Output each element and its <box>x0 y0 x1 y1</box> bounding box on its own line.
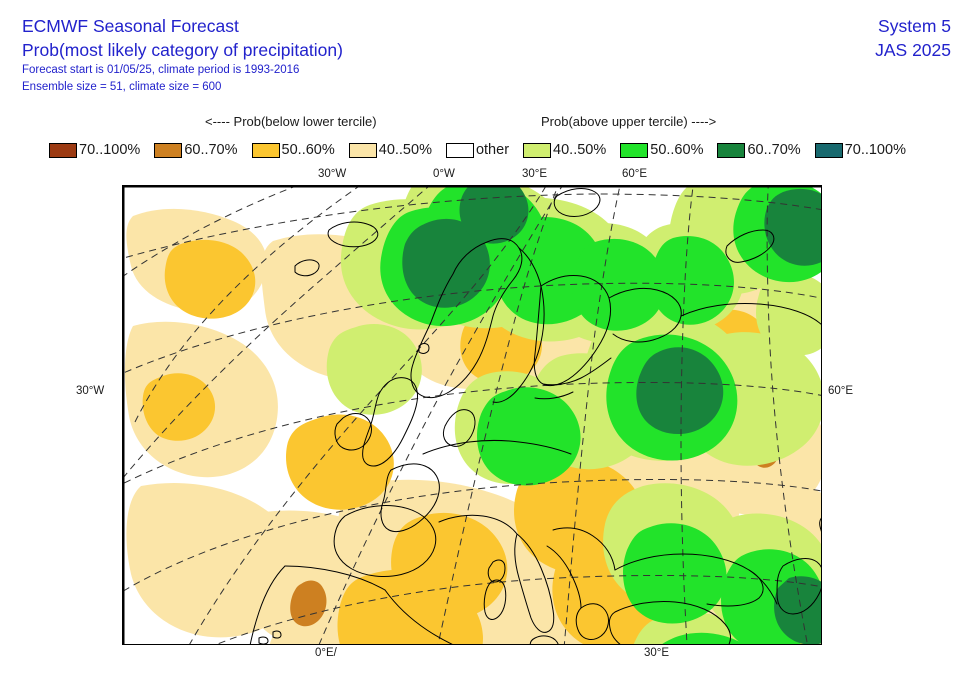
forecast-map: 30°W 0°W 30°E 60°E 0°E/30°E 30°W 60°E <box>76 168 853 659</box>
axis-top-3: 60°E <box>622 168 648 180</box>
legend-swatch-2 <box>251 142 280 158</box>
legend-swatch-6 <box>620 142 649 158</box>
legend-captions: <---- Prob(below lower tercile) Prob(abo… <box>0 112 969 134</box>
legend-caption-below-tercile: <---- Prob(below lower tercile) <box>205 114 377 129</box>
shading-wet-60-70 <box>402 186 821 644</box>
axis-left-0: 30°W <box>76 385 105 397</box>
header-right-block: System 5 JAS 2025 <box>875 14 951 62</box>
legend-label-6: 50..60% <box>650 142 704 158</box>
axis-bottom-1: 30°E <box>644 647 670 659</box>
ensemble-size-info: Ensemble size = 51, climate size = 600 <box>22 81 222 93</box>
legend-label-2: 50..60% <box>281 142 335 158</box>
legend-label-4: other <box>475 142 510 158</box>
legend-label-1: 60..70% <box>184 142 238 158</box>
legend-swatch-3 <box>348 142 377 158</box>
axis-bottom-0: 0°E/ <box>315 647 337 659</box>
map-border <box>123 186 821 644</box>
legend-item-7: 60..70% <box>717 142 814 158</box>
map-canvas <box>123 186 821 644</box>
legend-swatch-5 <box>523 142 552 158</box>
legend-swatch-1 <box>154 142 183 158</box>
legend: <---- Prob(below lower tercile) Prob(abo… <box>0 112 969 172</box>
axis-right-0: 60°E <box>828 385 854 397</box>
forecast-title-line1: ECMWF Seasonal Forecast <box>22 16 239 36</box>
legend-label-7: 60..70% <box>747 142 801 158</box>
forecast-title-line2: Prob(most likely category of precipitati… <box>22 40 343 60</box>
graticule <box>123 186 821 644</box>
legend-label-8: 70..100% <box>844 142 906 158</box>
legend-item-4: other <box>445 142 523 158</box>
legend-swatch-row: 70..100% 60..70% 50..60% 40..50% other 40..50… <box>0 142 969 158</box>
legend-label-5: 40..50% <box>553 142 607 158</box>
axis-top-2: 30°E <box>522 168 548 180</box>
legend-item-8: 70..100% <box>814 142 920 158</box>
legend-item-1: 60..70% <box>154 142 251 158</box>
axis-top-0: 30°W <box>318 168 347 180</box>
legend-item-6: 50..60% <box>620 142 717 158</box>
legend-swatch-0 <box>49 142 78 158</box>
system-version-label: System 5 <box>878 16 951 36</box>
legend-swatch-4 <box>445 142 474 158</box>
legend-item-5: 40..50% <box>523 142 620 158</box>
legend-label-0: 70..100% <box>79 142 141 158</box>
legend-label-3: 40..50% <box>378 142 432 158</box>
legend-item-3: 40..50% <box>348 142 446 158</box>
axis-top-1: 0°W <box>433 168 455 180</box>
legend-item-2: 50..60% <box>251 142 349 158</box>
legend-swatch-8 <box>814 142 843 158</box>
season-period-label: JAS 2025 <box>875 40 951 60</box>
header-left-block: ECMWF Seasonal Forecast Prob(most likely… <box>22 14 642 96</box>
legend-item-0: 70..100% <box>49 142 154 158</box>
coastlines <box>249 188 821 644</box>
map-plot-frame <box>122 185 822 645</box>
legend-caption-above-tercile: Prob(above upper tercile) ----> <box>541 114 717 129</box>
forecast-start-info: Forecast start is 01/05/25, climate peri… <box>22 64 300 76</box>
legend-swatch-7 <box>717 142 746 158</box>
